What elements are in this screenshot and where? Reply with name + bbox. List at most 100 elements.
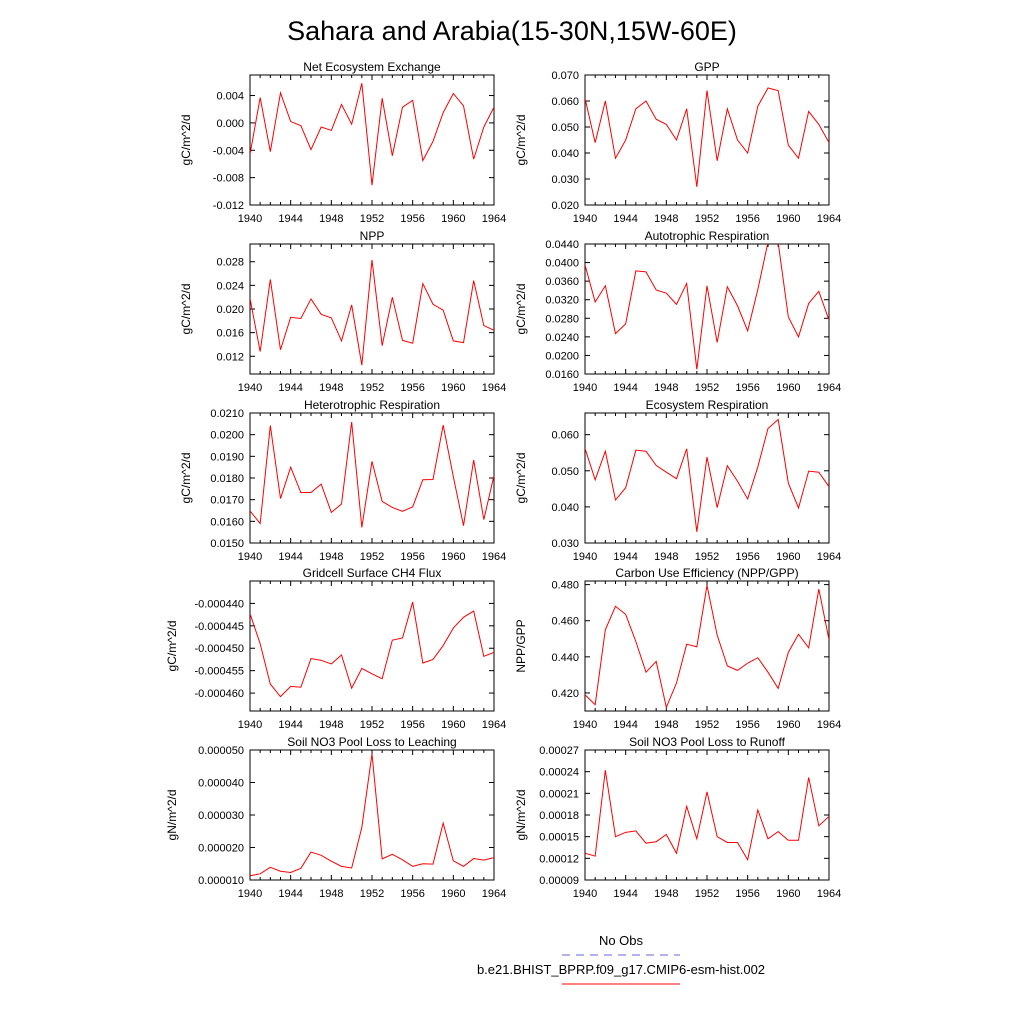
y-tick-label: 0.000010 — [198, 875, 244, 887]
y-tick-label: 0.030 — [551, 174, 579, 186]
x-tick-label: 1940 — [573, 719, 597, 731]
y-axis-label: gC/m^2/d — [179, 115, 193, 166]
x-tick-label: 1944 — [613, 888, 637, 900]
x-tick-label: 1940 — [238, 719, 262, 731]
x-tick-label: 1956 — [400, 382, 424, 394]
x-tick-label: 1964 — [482, 551, 506, 563]
y-tick-label: 0.480 — [551, 580, 579, 592]
panel-title: Soil NO3 Pool Loss to Leaching — [287, 735, 456, 749]
x-tick-label: 1960 — [776, 213, 800, 225]
panel-9: Soil NO3 Pool Loss to Runoff 1940 1944 1948… — [514, 735, 841, 900]
y-tick-label: 0.0170 — [210, 495, 244, 507]
x-tick-label: 1948 — [319, 213, 343, 225]
y-tick-label: 0.00012 — [539, 853, 579, 865]
y-tick-label: 0.0160 — [545, 369, 579, 381]
panel-3: Autotrophic Respiration 1940 1944 1948 1952 1… — [514, 229, 841, 394]
y-tick-label: 0.00015 — [539, 832, 579, 844]
x-tick-label: 1952 — [695, 719, 719, 731]
series-line-0 — [585, 87, 829, 187]
x-tick-label: 1960 — [776, 551, 800, 563]
y-tick-label: 0.024 — [216, 280, 244, 292]
legend: No Obs b.e21.BHIST_BPRP.f09_g17.CMIP6-es… — [477, 933, 765, 985]
panel-8: Soil NO3 Pool Loss to Leaching 1940 1944 19… — [165, 735, 506, 900]
x-tick-label: 1948 — [654, 382, 678, 394]
x-tick-label: 1964 — [817, 213, 841, 225]
y-tick-label: 0.030 — [551, 538, 579, 550]
panel-2: NPP 1940 1944 1948 1952 1956 1960 1964 0.012 0.01… — [179, 229, 506, 394]
y-tick-label: 0.050 — [551, 122, 579, 134]
y-axis-label: gN/m^2/d — [514, 790, 528, 841]
y-tick-label: 0.012 — [216, 351, 244, 363]
x-tick-label: 1944 — [278, 888, 302, 900]
y-tick-label: -0.000460 — [194, 688, 244, 700]
y-tick-label: 0.004 — [216, 91, 244, 103]
y-tick-label: 0.016 — [216, 328, 244, 340]
x-tick-label: 1956 — [400, 551, 424, 563]
y-tick-label: 0.0190 — [210, 451, 244, 463]
x-tick-label: 1960 — [776, 719, 800, 731]
y-tick-label: 0.0200 — [210, 430, 244, 442]
series-line-0 — [585, 418, 829, 532]
y-tick-label: 0.0240 — [545, 332, 579, 344]
plot-frame — [584, 749, 830, 881]
y-tick-label: 0.000050 — [198, 745, 244, 757]
x-tick-label: 1948 — [654, 551, 678, 563]
plot-frame — [249, 412, 495, 544]
x-tick-label: 1940 — [573, 551, 597, 563]
y-axis-label: gN/m^2/d — [165, 790, 179, 841]
y-axis-label: gC/m^2/d — [179, 453, 193, 504]
x-tick-label: 1956 — [735, 213, 759, 225]
x-tick-label: 1964 — [482, 382, 506, 394]
legend-label-no-obs: No Obs — [599, 933, 644, 948]
x-tick-label: 1952 — [360, 382, 384, 394]
panel-7: Carbon Use Efficiency (NPP/GPP) 1940 1944 1… — [514, 566, 841, 731]
y-tick-label: 0.040 — [551, 148, 579, 160]
x-tick-label: 1940 — [573, 382, 597, 394]
x-tick-label: 1944 — [613, 551, 637, 563]
panel-1: GPP 1940 1944 1948 1952 1956 1960 1964 0.020 0.03… — [514, 60, 841, 225]
x-tick-label: 1964 — [482, 719, 506, 731]
y-tick-label: 0.00027 — [539, 745, 579, 757]
x-tick-label: 1948 — [319, 888, 343, 900]
x-tick-label: 1948 — [654, 719, 678, 731]
y-tick-label: 0.0200 — [545, 350, 579, 362]
x-tick-label: 1964 — [482, 888, 506, 900]
panel-6: Gridcell Surface CH4 Flux 1940 1944 1948 195… — [165, 566, 506, 731]
x-tick-label: 1940 — [573, 213, 597, 225]
x-tick-label: 1960 — [776, 888, 800, 900]
x-tick-label: 1944 — [278, 213, 302, 225]
x-tick-label: 1952 — [695, 382, 719, 394]
y-tick-label: -0.008 — [213, 173, 244, 185]
y-tick-label: 0.0320 — [545, 295, 579, 307]
x-tick-label: 1940 — [238, 213, 262, 225]
x-tick-label: 1944 — [278, 719, 302, 731]
y-axis-label: NPP/GPP — [514, 619, 528, 672]
y-tick-label: 0.00018 — [539, 810, 579, 822]
y-axis-label: gC/m^2/d — [165, 621, 179, 672]
x-tick-label: 1944 — [613, 719, 637, 731]
y-tick-label: 0.440 — [551, 652, 579, 664]
panel-5: Ecosystem Respiration 1940 1944 1948 1952 195… — [514, 398, 841, 563]
y-axis-label: gC/m^2/d — [179, 284, 193, 335]
x-tick-label: 1944 — [278, 551, 302, 563]
x-tick-label: 1952 — [360, 888, 384, 900]
y-tick-label: -0.004 — [213, 145, 244, 157]
panel-title: GPP — [694, 60, 719, 74]
panel-title: NPP — [360, 229, 385, 243]
x-tick-label: 1960 — [441, 382, 465, 394]
series-line-0 — [585, 585, 829, 710]
panel-title: Carbon Use Efficiency (NPP/GPP) — [615, 566, 798, 580]
series-line-0 — [250, 422, 494, 528]
legend-label-run: b.e21.BHIST_BPRP.f09_g17.CMIP6-esm-hist.… — [477, 962, 765, 977]
x-tick-label: 1952 — [695, 551, 719, 563]
x-tick-label: 1956 — [400, 213, 424, 225]
x-tick-label: 1944 — [278, 382, 302, 394]
y-tick-label: -0.000440 — [194, 598, 244, 610]
y-tick-label: 0.0400 — [545, 258, 579, 270]
y-tick-label: 0.020 — [216, 304, 244, 316]
y-tick-label: 0.0160 — [210, 516, 244, 528]
y-tick-label: 0.00009 — [539, 875, 579, 887]
y-tick-label: 0.460 — [551, 616, 579, 628]
panel-4: Heterotrophic Respiration 1940 1944 1948 195… — [179, 398, 506, 563]
series-line-0 — [585, 770, 829, 862]
